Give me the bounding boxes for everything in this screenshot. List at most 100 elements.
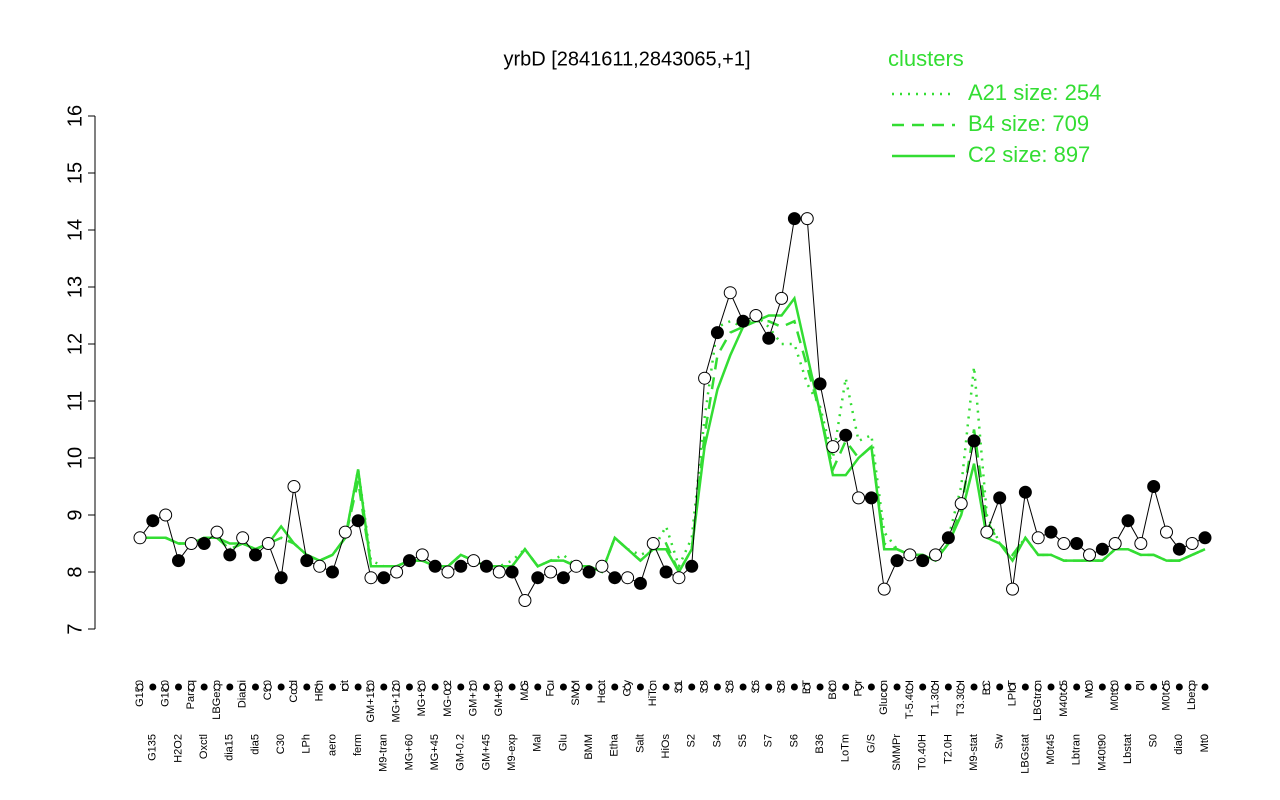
rug-mark bbox=[585, 683, 593, 691]
rug-mark bbox=[200, 683, 208, 691]
rug-mark bbox=[457, 683, 465, 691]
y-tick-label: 15 bbox=[64, 162, 86, 184]
rug-mark bbox=[239, 683, 247, 691]
x-tick-label: Etha bbox=[609, 733, 621, 757]
rug-mark bbox=[572, 683, 580, 691]
data-point bbox=[1083, 548, 1097, 562]
x-tick-label: Sw bbox=[994, 734, 1006, 749]
rug-mark bbox=[1188, 683, 1196, 691]
y-tick-label: 7 bbox=[64, 623, 86, 634]
x-tick-label: M40t90 bbox=[1096, 734, 1108, 771]
x-tick-label: M40t45 bbox=[1058, 680, 1070, 717]
data-point bbox=[428, 559, 442, 573]
legend-title: clusters bbox=[888, 46, 964, 71]
rug-mark bbox=[636, 683, 644, 691]
data-point bbox=[646, 537, 660, 550]
y-tick-label: 8 bbox=[64, 566, 86, 577]
rug-mark bbox=[431, 683, 439, 691]
rug-mark bbox=[1163, 683, 1171, 691]
data-point bbox=[1160, 525, 1174, 539]
data-point bbox=[146, 514, 160, 528]
data-point bbox=[621, 571, 635, 585]
data-point bbox=[916, 554, 930, 568]
x-tick-label: dia15 bbox=[224, 734, 236, 761]
rug-mark bbox=[1150, 683, 1158, 691]
rug-mark bbox=[662, 683, 670, 691]
rug-mark bbox=[547, 683, 555, 691]
x-tick-label: MG+45 bbox=[429, 734, 441, 770]
data-point bbox=[544, 565, 558, 579]
data-point bbox=[313, 559, 327, 573]
data-point bbox=[749, 309, 763, 322]
x-tick-label: M0t45 bbox=[1045, 734, 1057, 765]
rug-mark bbox=[739, 683, 747, 691]
data-point bbox=[1185, 537, 1199, 550]
y-tick-label: 16 bbox=[64, 105, 86, 127]
data-point bbox=[852, 491, 866, 505]
x-tick-label: S2 bbox=[686, 734, 698, 747]
data-point bbox=[954, 497, 968, 511]
rug-mark bbox=[611, 683, 619, 691]
rug-mark bbox=[534, 683, 542, 691]
x-tick-label: dia5 bbox=[249, 734, 261, 755]
data-point bbox=[210, 525, 224, 539]
x-tick-label: dia0 bbox=[1173, 734, 1185, 755]
data-point bbox=[890, 554, 904, 568]
data-point bbox=[633, 576, 647, 590]
rug-mark bbox=[187, 683, 195, 691]
rug-mark bbox=[867, 683, 875, 691]
rug-mark bbox=[354, 683, 362, 691]
x-tick-label: BMM bbox=[583, 734, 595, 760]
x-tick-label: GM+10 bbox=[468, 680, 480, 716]
rug-mark bbox=[1009, 683, 1017, 691]
rug-mark bbox=[251, 683, 259, 691]
x-tick-label: Heat bbox=[596, 680, 608, 703]
data-point bbox=[1031, 531, 1045, 545]
legend-label: C2 size: 897 bbox=[968, 142, 1090, 167]
x-tick-label: T0.40H bbox=[917, 734, 929, 770]
rug-mark bbox=[1137, 683, 1145, 691]
rug-mark bbox=[983, 683, 991, 691]
rug-mark bbox=[713, 683, 721, 691]
x-tick-label: Mal bbox=[532, 734, 544, 752]
rug-mark bbox=[957, 683, 965, 691]
legend-label: B4 size: 709 bbox=[968, 111, 1089, 136]
x-tick-label: T2.0H bbox=[942, 734, 954, 764]
x-tick-label: M9-tran bbox=[378, 734, 390, 772]
data-point bbox=[518, 594, 532, 607]
data-point bbox=[1095, 542, 1109, 556]
data-point bbox=[300, 554, 314, 568]
data-point bbox=[993, 491, 1007, 505]
x-tick-label: LBGtran bbox=[1032, 680, 1044, 721]
data-point bbox=[274, 571, 288, 585]
x-tick-label: GM+90 bbox=[493, 680, 505, 716]
data-point bbox=[864, 491, 878, 505]
data-point bbox=[287, 480, 301, 493]
data-point bbox=[1057, 537, 1071, 550]
data-point bbox=[223, 548, 237, 562]
rug-mark bbox=[444, 683, 452, 691]
rug-mark bbox=[303, 683, 311, 691]
rug-mark bbox=[1111, 683, 1119, 691]
x-tick-label: C30 bbox=[275, 734, 287, 754]
y-tick-label: 9 bbox=[64, 509, 86, 520]
rug-mark bbox=[174, 683, 182, 691]
x-tick-label: ferm bbox=[352, 734, 364, 756]
data-point bbox=[505, 565, 519, 579]
data-point bbox=[338, 525, 352, 539]
y-tick-label: 12 bbox=[64, 333, 86, 355]
data-point bbox=[569, 559, 583, 573]
data-point bbox=[980, 525, 994, 539]
data-point bbox=[698, 371, 712, 385]
data-point bbox=[595, 559, 609, 573]
rug-mark bbox=[752, 683, 760, 691]
x-tick-label: H2O2 bbox=[172, 734, 184, 763]
x-tick-label: MG-0.2 bbox=[442, 680, 454, 717]
data-point bbox=[1044, 525, 1058, 539]
data-point bbox=[261, 537, 275, 550]
rug-mark bbox=[290, 683, 298, 691]
data-point bbox=[325, 565, 339, 579]
rug-mark bbox=[919, 683, 927, 691]
x-tick-label: S5 bbox=[737, 734, 749, 747]
